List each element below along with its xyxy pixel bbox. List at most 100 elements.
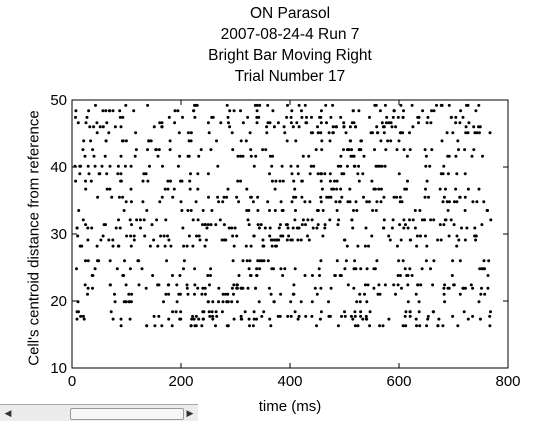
spike-point [455,244,459,248]
spike-point [144,286,148,290]
spike-point [185,286,189,290]
spike-point [249,154,253,158]
spike-point [425,244,429,248]
spike-point [91,274,95,277]
spike-point [313,286,317,290]
spike-point [134,148,138,152]
spike-point [237,200,241,204]
x-tick-label: 0 [68,373,76,390]
spike-point [226,115,230,119]
spike-point [85,115,89,119]
spike-point [306,234,309,238]
spike-point [464,125,468,129]
spike-point [167,292,171,296]
spike-point [149,139,153,143]
spike-point [419,283,423,287]
spike-point [333,274,337,277]
spike-point [311,226,315,230]
spike-point [327,195,331,199]
spike-point [390,125,394,129]
scroll-right-arrow-icon[interactable]: ▶ [186,408,194,418]
spike-point [323,223,327,227]
spike-point [97,259,101,263]
spike-point [418,209,422,212]
spike-point [343,267,347,271]
spike-point [464,131,468,135]
spike-point [329,115,333,119]
spike-point [398,223,402,227]
spike-point [477,103,481,107]
spike-point [297,125,301,129]
spike-point [319,259,323,263]
spike-point [488,314,492,318]
spike-point [293,187,297,191]
spike-point [113,292,116,296]
spike-point [364,317,368,321]
horizontal-scrollbar[interactable]: ◀ ▶ [0,404,198,421]
spike-point [86,292,89,296]
spike-point [111,244,115,248]
spike-point [413,209,417,212]
spike-point [361,172,365,176]
spike-point [289,238,293,242]
spike-point [374,164,378,168]
spike-point [105,172,109,176]
spike-point [414,317,418,321]
spike-point [236,179,240,183]
spike-point [396,274,400,277]
spike-point [87,172,91,176]
spike-point [200,292,204,296]
spike-point [125,234,129,238]
spike-point [327,314,331,318]
spike-point [268,226,272,230]
spike-point [462,310,466,314]
spike-point [206,172,210,176]
spike-point [370,179,374,183]
spike-point [334,200,338,204]
spike-point [194,200,198,204]
spike-point [426,115,430,119]
spike-point [429,267,432,271]
spike-point [444,187,447,191]
spike-point [98,172,102,176]
scroll-left-arrow-icon[interactable]: ◀ [4,408,12,418]
spike-point [401,131,405,135]
spike-point [272,267,275,271]
spike-point [348,187,352,191]
spike-point [398,274,402,277]
spike-point [342,148,345,152]
spike-point [176,164,180,168]
spike-point [266,103,270,107]
spike-point [318,115,322,119]
spike-point [255,121,259,125]
spike-point [196,218,200,222]
spike-point [304,121,308,125]
spike-point [230,226,234,230]
spike-point [314,148,318,152]
spike-point [415,244,419,248]
spike-point [320,172,323,176]
spike-point [175,300,179,304]
spike-point [411,218,415,222]
spike-point [315,292,319,296]
x-tick-label: 200 [168,373,193,390]
spike-point [122,274,126,277]
spike-point [76,300,80,304]
spike-point [363,283,367,287]
spike-point [446,172,450,176]
spike-point [427,195,430,199]
spike-point [310,300,314,304]
spike-point [168,139,172,143]
spike-point [166,187,170,191]
spike-point [293,218,297,222]
spike-point [395,195,399,199]
spike-point [205,226,209,230]
spike-point [415,324,418,328]
spike-point [339,164,343,168]
spike-point [137,283,141,287]
spike-point [124,300,128,304]
spike-point [259,223,263,227]
spike-point [447,103,451,107]
spike-point [387,121,391,125]
scroll-thumb[interactable] [70,408,184,420]
